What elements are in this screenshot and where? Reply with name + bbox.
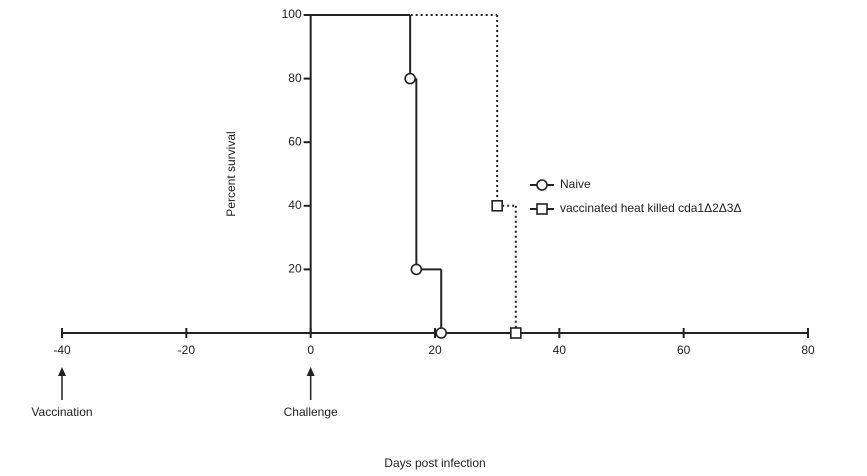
x-tick-label: -40 (53, 343, 71, 357)
x-axis-label: Days post infection (384, 456, 485, 470)
annotation: Challenge (284, 405, 338, 419)
y-axis-label: Percent survival (224, 131, 238, 216)
marker (536, 203, 548, 215)
marker (536, 179, 548, 191)
x-tick-label: 80 (801, 343, 815, 357)
x-tick-label: -20 (178, 343, 196, 357)
marker (491, 200, 503, 212)
y-tick-label: 60 (288, 134, 302, 148)
x-tick-label: 20 (428, 343, 442, 357)
marker (435, 327, 448, 339)
x-tick-label: 60 (677, 343, 691, 357)
y-tick-label: 100 (282, 7, 302, 21)
x-tick-label: 0 (307, 343, 314, 357)
annotation: Vaccination (31, 405, 92, 419)
marker (510, 327, 522, 339)
annotation-arrow-head (58, 367, 66, 376)
legend-label: Naive (560, 177, 591, 191)
y-tick-label: 40 (288, 198, 302, 212)
y-tick-label: 80 (288, 71, 302, 85)
y-tick-label: 20 (288, 262, 302, 276)
legend-label: vaccinated heat killed cda1Δ2Δ3Δ (560, 201, 742, 215)
annotation-arrow-head (306, 367, 315, 376)
marker (410, 263, 423, 276)
x-tick-label: 40 (553, 343, 567, 357)
marker (404, 72, 416, 85)
